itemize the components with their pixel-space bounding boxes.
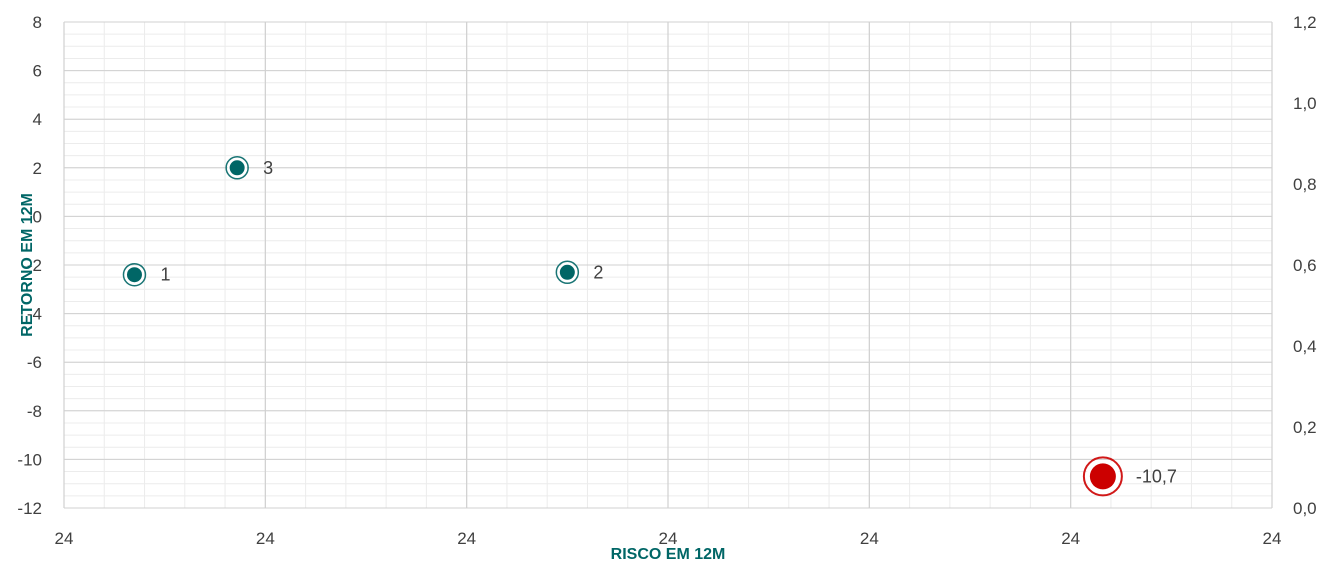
y-right-tick-label: 0,6 <box>1293 256 1317 275</box>
x-axis-title: RISCO EM 12M <box>611 546 726 562</box>
y-left-tick-label: -12 <box>17 499 42 518</box>
y-left-tick-label: 8 <box>33 13 42 32</box>
y-axis-title: RETORNO EM 12M <box>19 193 36 337</box>
y-left-tick-label: 4 <box>33 110 42 129</box>
x-tick-label: 24 <box>659 529 678 548</box>
data-points <box>122 156 1123 497</box>
axes: 8 6 4 2 0 -2 -4 -6 -8 -10 -12 1,2 1,0 0,8 0,6 0,4 0,2 0,0… <box>17 13 1316 548</box>
y-left-tick-label: -2 <box>27 256 42 275</box>
x-tick-label: 24 <box>457 529 476 548</box>
y-right-tick-label: 1,2 <box>1293 13 1317 32</box>
data-point-label: 1 <box>160 265 170 285</box>
data-point-ring <box>225 156 249 180</box>
y-left-tick-label: -8 <box>27 402 42 421</box>
y-left-tick-label: 6 <box>33 62 42 81</box>
y-left-tick-label: -4 <box>27 305 42 324</box>
x-tick-label: 24 <box>55 529 74 548</box>
x-tick-label: 24 <box>1061 529 1080 548</box>
y-left-tick-label: 0 <box>33 207 42 226</box>
data-point-ring <box>122 262 147 287</box>
y-right-tick-label: 0,2 <box>1293 418 1317 437</box>
y-right-tick-label: 0,8 <box>1293 175 1317 194</box>
data-labels: 1 3 2 -10,7 <box>160 158 1176 487</box>
data-point-label: 3 <box>263 158 273 178</box>
data-point <box>229 160 245 176</box>
data-point-label: 2 <box>593 262 603 282</box>
y-right-tick-label: 1,0 <box>1293 94 1317 113</box>
data-point <box>1089 463 1116 490</box>
y-right-tick-label: 0,4 <box>1293 337 1317 356</box>
y-left-tick-label: -10 <box>17 450 42 469</box>
data-point <box>126 267 142 283</box>
data-point-label: -10,7 <box>1136 466 1177 486</box>
y-right-tick-label: 0,0 <box>1293 499 1317 518</box>
x-tick-label: 24 <box>256 529 275 548</box>
data-point-ring <box>555 260 580 285</box>
data-point <box>559 264 575 280</box>
grid <box>63 21 1273 509</box>
y-left-tick-label: -6 <box>27 353 42 372</box>
x-tick-label: 24 <box>1263 529 1282 548</box>
y-left-tick-label: 2 <box>33 159 42 178</box>
x-tick-label: 24 <box>860 529 879 548</box>
data-point-ring <box>1082 456 1123 497</box>
